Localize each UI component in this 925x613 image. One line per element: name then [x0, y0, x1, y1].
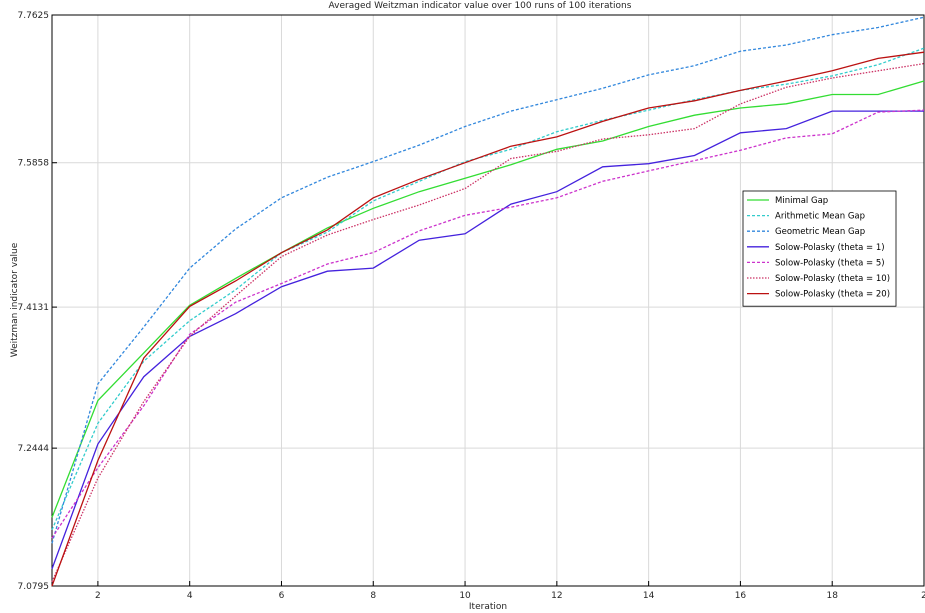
legend-label-6: Solow-Polasky (theta = 20) — [775, 290, 890, 300]
y-tick-label: 7.2444 — [18, 444, 50, 454]
x-tick-label: 16 — [735, 591, 747, 601]
y-tick-label: 7.4131 — [18, 303, 50, 313]
series-line-1 — [51, 47, 925, 531]
legend-label-3: Solow-Polasky (theta = 1) — [775, 243, 885, 253]
series-line-2 — [51, 16, 925, 544]
series-line-0 — [51, 80, 925, 518]
x-tick-label: 4 — [187, 591, 193, 601]
x-tick-label: 10 — [459, 591, 471, 601]
legend-box — [742, 190, 897, 307]
plot-area — [51, 14, 925, 587]
legend-label-5: Solow-Polasky (theta = 10) — [775, 274, 890, 284]
x-tick-label: 14 — [643, 591, 655, 601]
x-tick-label: 8 — [370, 591, 376, 601]
y-tick-label: 7.5858 — [18, 159, 50, 169]
y-axis-label: Weitzman indicator value — [10, 242, 20, 357]
ticks: 2 4 6 8 10 12 14 16 18 2 7.0795 7.2444 7.4131 7.5858 7… — [18, 11, 925, 601]
legend: Minimal Gap Arithmetic Mean Gap Geometric … — [742, 190, 897, 307]
series-layer — [51, 16, 925, 587]
series-line-5 — [51, 62, 925, 583]
series-line-4 — [51, 109, 925, 539]
series-line-3 — [51, 110, 924, 570]
x-tick-label: 6 — [279, 591, 285, 601]
x-tick-label: 12 — [551, 591, 562, 601]
legend-label-2: Geometric Mean Gap — [775, 227, 865, 237]
legend-label-1: Arithmetic Mean Gap — [775, 212, 865, 222]
x-tick-label: 18 — [826, 591, 838, 601]
chart-title: Averaged Weitzman indicator value over 1… — [329, 1, 632, 11]
legend-label-4: Solow-Polasky (theta = 5) — [775, 258, 885, 268]
x-axis-label: Iteration — [469, 602, 507, 612]
x-tick-label: 2 — [95, 591, 101, 601]
legend-label-0: Minimal Gap — [775, 196, 828, 206]
x-tick-label: 2 — [921, 591, 925, 601]
y-tick-label: 7.7625 — [18, 11, 50, 21]
series-line-6 — [51, 51, 925, 587]
y-tick-label: 7.0795 — [18, 582, 50, 592]
